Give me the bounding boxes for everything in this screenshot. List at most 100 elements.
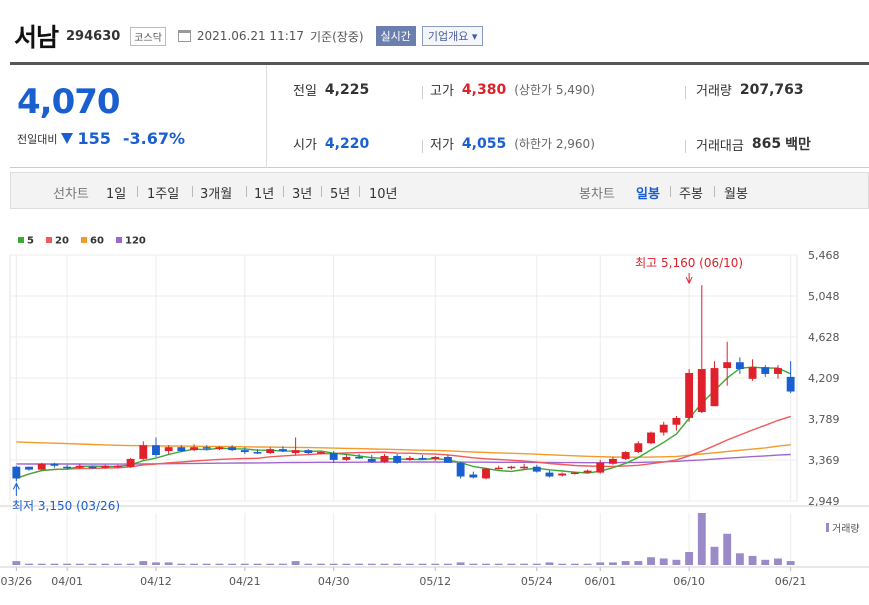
candle-body: [240, 450, 249, 453]
volume-bar: [431, 563, 440, 565]
candle-body: [215, 447, 224, 450]
candle-body: [786, 376, 795, 392]
tab-divider: [283, 186, 284, 197]
open-value: 4,220: [324, 135, 370, 152]
tab-1d[interactable]: 1일: [106, 187, 127, 202]
volume-bar: [672, 559, 681, 565]
volume-bar: [609, 562, 617, 565]
volume-bar: [647, 557, 655, 565]
tab-10y[interactable]: 10년: [369, 187, 398, 202]
x-tick-label: 04/12: [140, 575, 172, 588]
volume-bar: [139, 561, 148, 565]
candle-body: [228, 447, 237, 451]
candle-body: [748, 367, 757, 379]
candle-body: [177, 447, 186, 452]
tab-3m[interactable]: 3개월: [200, 187, 233, 202]
volume-bar: [723, 533, 732, 565]
candlestick-chart: 5 20 60 120 거래량 5,468 5,048 4,628 4,209 3,789 3,…: [0, 236, 869, 588]
tab-1y[interactable]: 1년: [254, 187, 275, 202]
volume-bar: [304, 563, 313, 565]
min-label: 최저 3,150 (03/26): [12, 499, 120, 513]
candle-body: [735, 362, 744, 370]
candle-body: [774, 368, 782, 374]
candles: [12, 285, 795, 482]
volume-bar: [317, 563, 325, 565]
trade-amount-label: 거래대금: [696, 138, 744, 154]
moving-averages: [16, 366, 791, 480]
annotations: 최고 5,160 (06/10) 최저 3,150 (03/26): [12, 256, 743, 513]
candle-body: [609, 458, 617, 464]
tab-divider: [246, 186, 247, 197]
min-arrow-icon: [12, 482, 20, 490]
x-tick-label: 03/26: [0, 575, 32, 588]
x-tick-label: 06/10: [673, 575, 705, 588]
volume-bar: [215, 563, 224, 565]
volume-bar: [558, 563, 567, 565]
tab-daily[interactable]: 일봉: [636, 187, 660, 202]
candle-body: [88, 466, 97, 469]
ma-line-5: [16, 366, 791, 480]
tab-weekly[interactable]: 주봉: [679, 187, 703, 202]
volume-bar: [329, 563, 338, 565]
volume-bar: [532, 563, 541, 565]
candle-body: [380, 455, 389, 462]
x-tick-label: 06/21: [775, 575, 807, 588]
volume-bar: [748, 555, 757, 565]
volume-bar: [621, 561, 630, 565]
quote-basis: 기준(장중): [310, 29, 364, 44]
tab-monthly[interactable]: 월봉: [724, 187, 748, 202]
candle-body: [253, 452, 262, 454]
candle-body: [494, 467, 503, 470]
candle-body: [621, 452, 630, 459]
tab-1w[interactable]: 1주일: [147, 187, 180, 202]
candle-body: [634, 443, 643, 453]
x-tick-label: 04/01: [51, 575, 83, 588]
volume-bar: [735, 553, 744, 565]
candle-body: [367, 458, 376, 462]
candle-body: [329, 453, 338, 460]
volume-bar: [405, 563, 414, 565]
volume-bar: [520, 563, 529, 565]
candle-body: [37, 463, 46, 470]
trade-amount-value: 865: [751, 136, 782, 152]
prev-close: 전일 4,225: [293, 80, 369, 100]
candle-body: [482, 468, 490, 479]
candle-body: [63, 466, 72, 469]
volume-bar: [228, 563, 237, 565]
candle-body: [152, 445, 160, 456]
y-tick-label: 2,949: [808, 495, 840, 508]
volume-bar: [12, 561, 21, 565]
candle-body: [723, 362, 732, 369]
volume-bar: [37, 563, 46, 565]
tab-divider: [670, 186, 671, 197]
change-amount: 155: [77, 129, 111, 148]
volume-bar: [342, 563, 351, 565]
calendar-icon: [177, 30, 191, 42]
volume-bar: [774, 558, 782, 565]
lower-limit: (하한가 2,960): [514, 137, 595, 151]
tab-5y[interactable]: 5년: [330, 187, 351, 202]
volume-bar: [367, 563, 376, 565]
tab-3y[interactable]: 3년: [292, 187, 313, 202]
x-tick-label: 04/30: [318, 575, 350, 588]
low-price: 저가 4,055 (하한가 2,960): [430, 134, 595, 154]
stock-header: 서남 294630 코스닥 2021.06.21 11:17 기준(장중) 실시…: [14, 22, 484, 52]
volume-bar: [469, 563, 478, 565]
realtime-button[interactable]: 실시간: [375, 26, 416, 46]
candle-chart-label: 봉차트: [579, 187, 615, 202]
volume-legend-swatch: [826, 523, 829, 532]
volume-bar: [25, 563, 33, 565]
low-value: 4,055: [461, 135, 507, 152]
company-info-dropdown[interactable]: 기업개요 ▾: [421, 26, 484, 46]
ma-legend: 5 20 60 120: [18, 236, 146, 247]
candle-body: [583, 470, 592, 473]
volume-bar: [659, 558, 668, 565]
candle-body: [139, 445, 148, 459]
volume-bar: [507, 563, 516, 565]
volume-bar: [75, 563, 84, 565]
y-tick-label: 3,369: [808, 454, 840, 467]
volume: 거래량 207,763: [696, 80, 804, 100]
candle-body: [418, 457, 427, 460]
volume-bar: [596, 562, 605, 565]
volume-bar: [278, 563, 287, 565]
